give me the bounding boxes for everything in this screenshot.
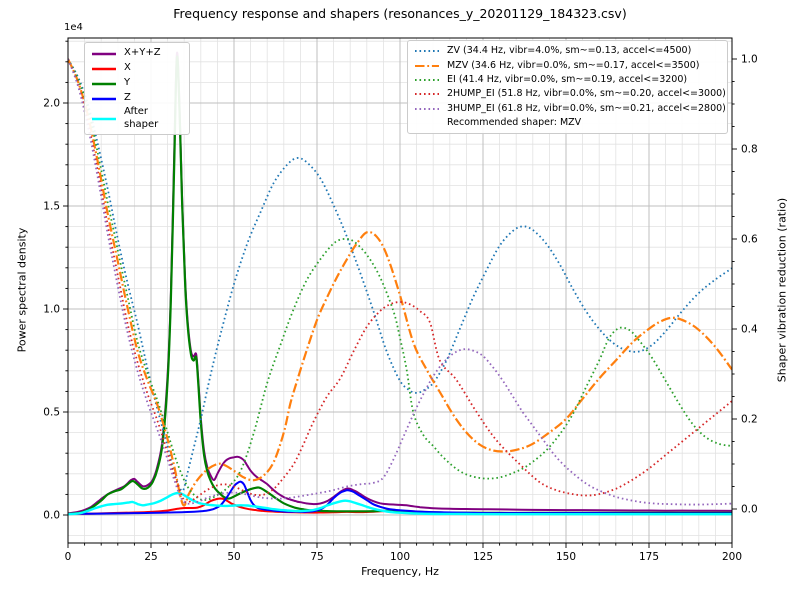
legend-swatch-line <box>92 82 116 85</box>
chart-title: Frequency response and shapers (resonanc… <box>173 6 627 21</box>
legend-swatch-line <box>415 64 439 67</box>
y-left-tick-label: 1.0 <box>43 304 60 316</box>
legend-item: MZV (34.6 Hz, vibr=0.0%, sm~=0.17, accel… <box>413 58 721 72</box>
legend-item: ZV (34.4 Hz, vibr=4.0%, sm~=0.13, accel<… <box>413 44 721 58</box>
y-right-tick-label: 1.0 <box>741 54 758 66</box>
x-tick-label: 150 <box>556 551 576 563</box>
psd-curves <box>68 51 732 516</box>
shaper-curve-ei <box>68 58 732 501</box>
shaper-curves <box>68 58 732 507</box>
legend-item: X+Y+Z <box>90 46 183 61</box>
legend-shapers: ZV (34.4 Hz, vibr=4.0%, sm~=0.13, accel<… <box>407 40 728 135</box>
x-tick-label: 50 <box>227 551 240 563</box>
legend-swatch-line <box>415 93 439 96</box>
x-tick-label: 75 <box>310 551 323 563</box>
y-axis-offset-label: 1e4 <box>64 22 83 33</box>
y-axis-label-right: Shaper vibration reduction (ratio) <box>775 197 789 383</box>
legend-item-label: ZV (34.4 Hz, vibr=4.0%, sm~=0.13, accel<… <box>447 45 692 57</box>
legend-item: X <box>90 61 183 76</box>
legend-item-label: X+Y+Z <box>124 47 161 59</box>
legend-item-label: Y <box>124 77 131 89</box>
y-left-tick-label: 0.0 <box>43 510 60 522</box>
y-left-tick-label: 0.5 <box>43 407 60 419</box>
x-tick-label: 125 <box>473 551 493 563</box>
legend-footer-label: Recommended shaper: MZV <box>447 117 582 129</box>
legend-item: Z <box>90 91 183 106</box>
legend-swatch-line <box>92 97 116 100</box>
legend-item-label: X <box>124 62 131 74</box>
legend-swatch-line <box>92 52 116 55</box>
y-left-tick-label: 1.5 <box>43 201 60 213</box>
y-right-tick-label: 0.6 <box>741 234 758 246</box>
y-left-tick-label: 2.0 <box>43 98 60 110</box>
axis-tick-labels: 0 25 50 75 100 125 150 175 200 0.0 0.5 1.0 1.5 2.0 0.0… <box>43 54 758 563</box>
y-right-tick-label: 0.2 <box>741 414 758 426</box>
legend-item: 3HUMP_EI (61.8 Hz, vibr=0.0%, sm~=0.21, … <box>413 102 726 116</box>
legend-item: After shaper <box>90 106 183 131</box>
legend-item-label: EI (41.4 Hz, vibr=0.0%, sm~=0.19, accel<… <box>447 74 688 86</box>
x-tick-label: 175 <box>639 551 659 563</box>
shaper-curve-2hump-ei <box>68 58 732 504</box>
x-tick-label: 25 <box>144 551 157 563</box>
x-tick-label: 100 <box>390 551 410 563</box>
shaper-curve-3hump-ei <box>68 58 732 506</box>
legend-item: Y <box>90 76 183 91</box>
x-tick-label: 0 <box>65 551 72 563</box>
legend-item-label: 2HUMP_EI (51.8 Hz, vibr=0.0%, sm~=0.20, … <box>447 88 726 100</box>
legend-item-label: Z <box>124 92 131 104</box>
legend-swatch-line <box>92 117 116 120</box>
y-axis-label-left: Power spectral density <box>15 227 29 353</box>
legend-item: EI (41.4 Hz, vibr=0.0%, sm~=0.19, accel<… <box>413 73 721 87</box>
shaper-curve-mzv <box>68 58 732 507</box>
axis-ticks <box>63 40 737 548</box>
legend-footer: Recommended shaper: MZV <box>413 116 721 130</box>
legend-item: 2HUMP_EI (51.8 Hz, vibr=0.0%, sm~=0.20, … <box>413 87 726 101</box>
legend-item-label: MZV (34.6 Hz, vibr=0.0%, sm~=0.17, accel… <box>447 59 700 71</box>
psd-curve-after-shaper <box>68 491 732 516</box>
legend-psd: X+Y+Z X Y Z After shaper <box>84 42 190 135</box>
curves <box>68 51 732 516</box>
shaper-curve-zv <box>68 58 732 492</box>
y-right-tick-label: 0.0 <box>741 504 758 516</box>
x-axis-label: Frequency, Hz <box>361 565 439 578</box>
legend-swatch-line <box>415 50 439 53</box>
legend-item-label: 3HUMP_EI (61.8 Hz, vibr=0.0%, sm~=0.21, … <box>447 102 726 114</box>
legend-item-label: After shaper <box>124 106 159 130</box>
legend-swatch-line <box>415 107 439 110</box>
x-tick-label: 200 <box>722 551 742 563</box>
y-right-tick-label: 0.8 <box>741 144 758 156</box>
legend-swatch-line <box>415 78 439 81</box>
y-right-tick-label: 0.4 <box>741 324 758 336</box>
legend-swatch-line <box>92 67 116 70</box>
